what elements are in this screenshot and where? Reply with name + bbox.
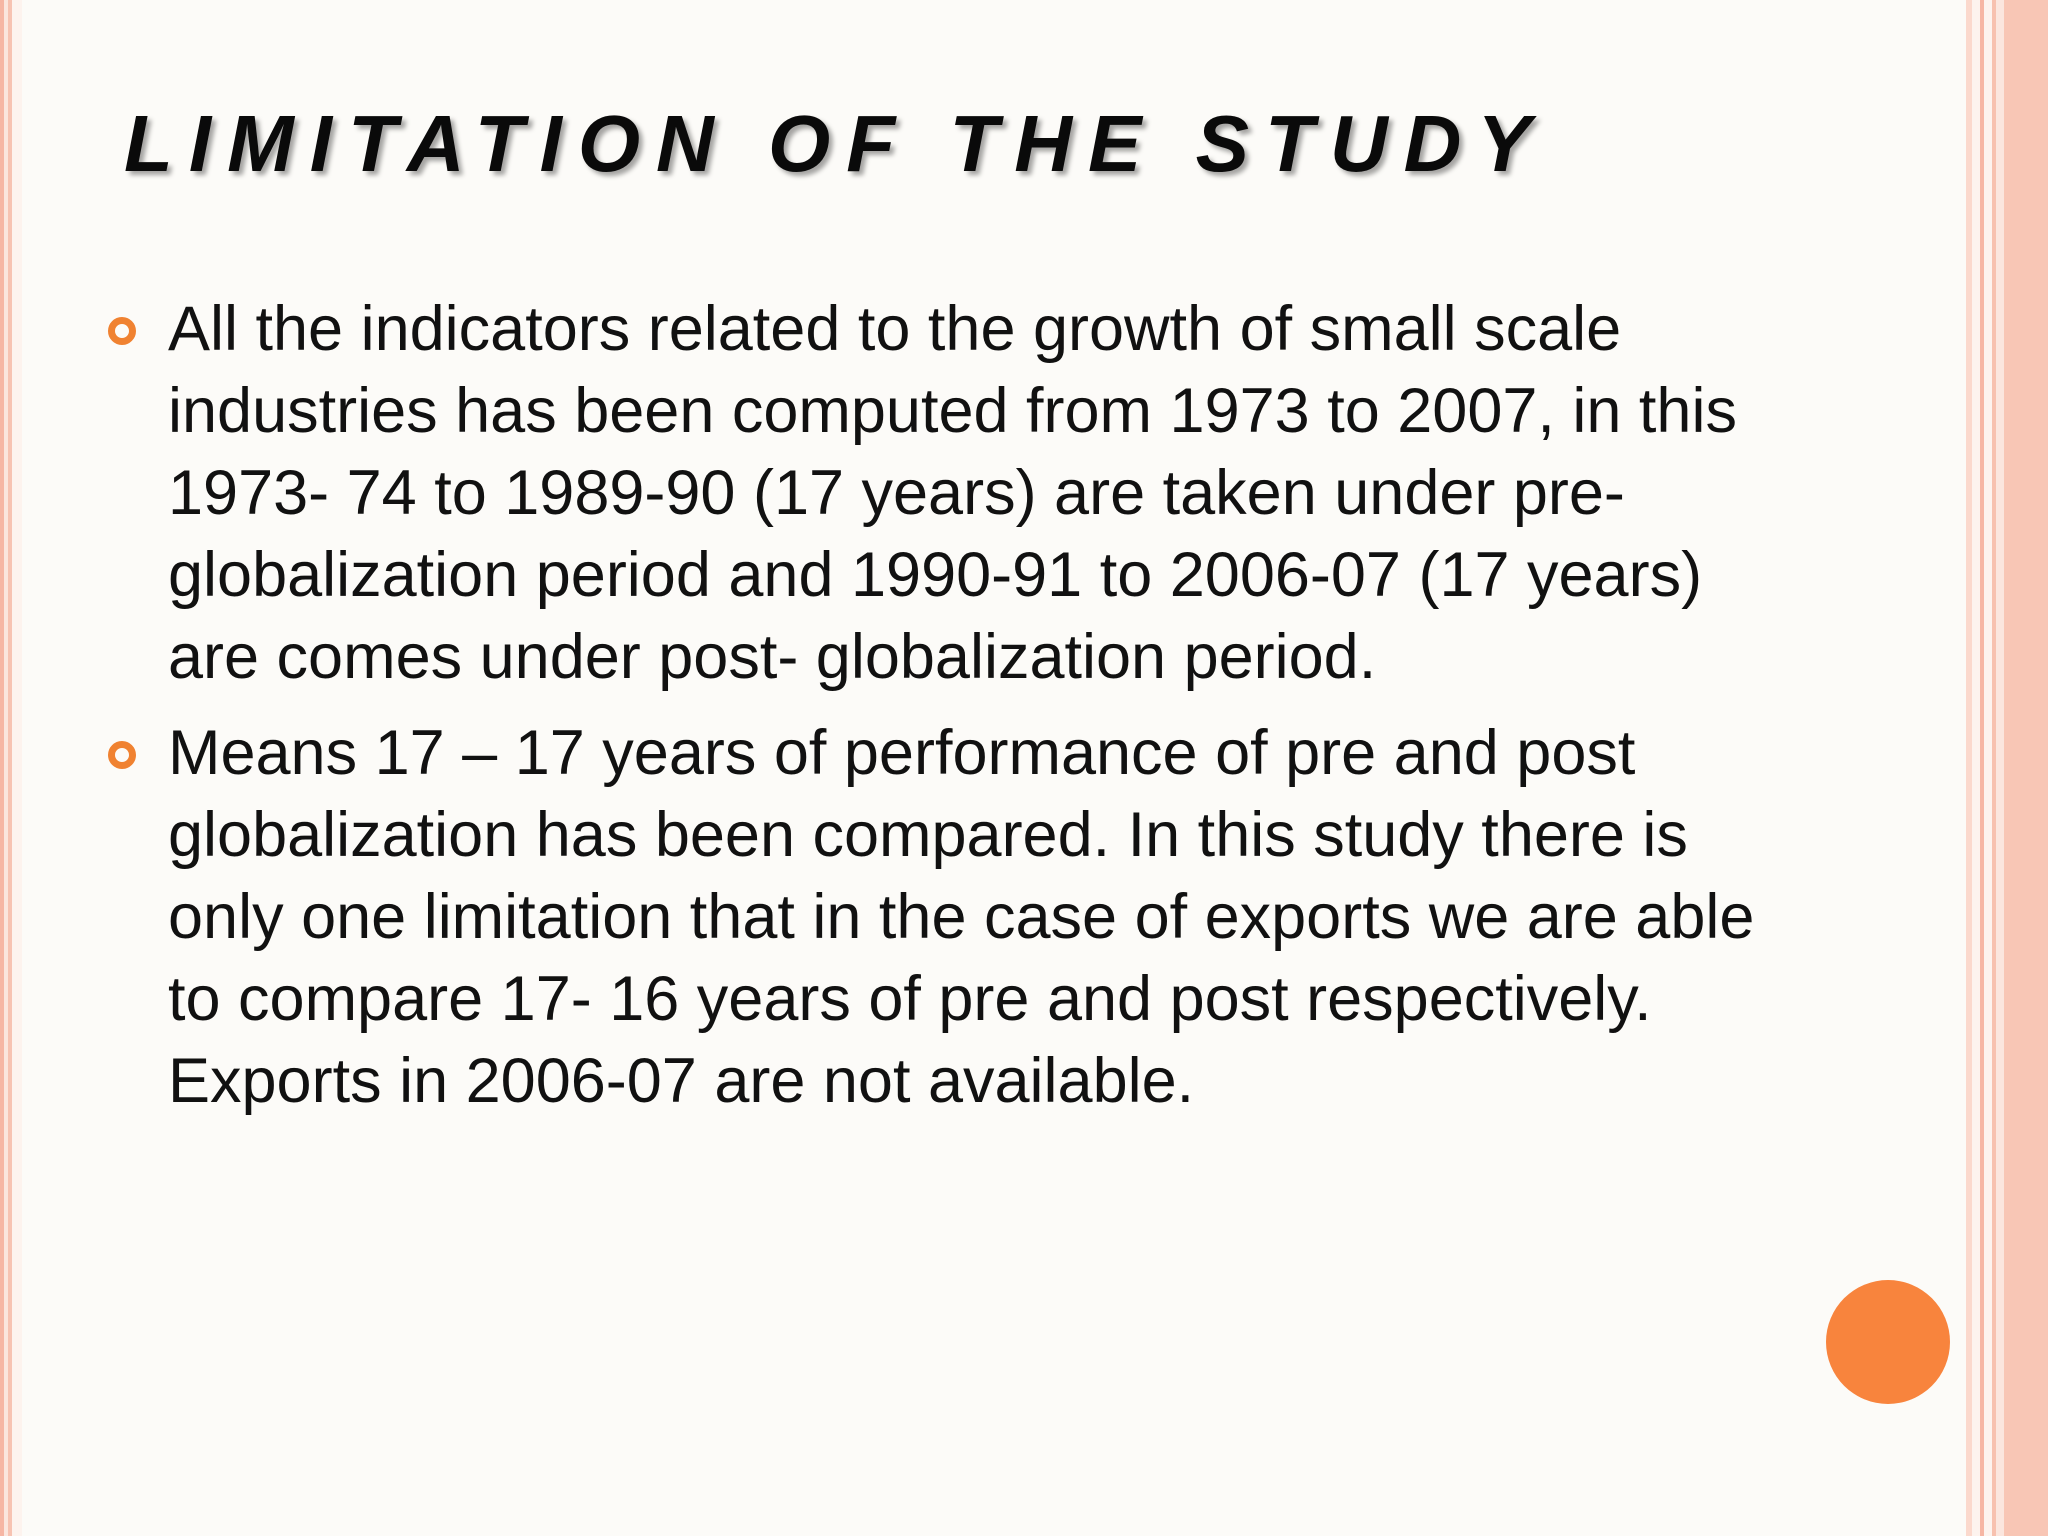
slide-title: LIMITATION OF THE STUDY: [124, 99, 1547, 188]
ring-bullet-icon: [108, 317, 136, 345]
right-decorative-border: [1966, 0, 2048, 1536]
bullet-item: All the indicators related to the growth…: [104, 288, 1904, 698]
bullet-text-line: All the indicators related to the growth…: [168, 294, 1622, 364]
bullet-text-line: Exports in 2006-07 are not available.: [168, 1046, 1195, 1116]
bullet-text-line: Means 17 – 17 years of performance of pr…: [168, 718, 1636, 788]
bullet-list: All the indicators related to the growth…: [104, 288, 1904, 1136]
bullet-text-line: only one limitation that in the case of …: [168, 882, 1755, 952]
bullet-text-line: globalization period and 1990-91 to 2006…: [168, 540, 1703, 610]
bullet-item: Means 17 – 17 years of performance of pr…: [104, 712, 1904, 1122]
bullet-text-line: to compare 17- 16 years of pre and post …: [168, 964, 1652, 1034]
left-decorative-border: [0, 0, 22, 1536]
bullet-text-line: 1973- 74 to 1989-90 (17 years) are taken…: [168, 458, 1625, 528]
bullet-text-line: industries has been computed from 1973 t…: [168, 376, 1737, 446]
ring-bullet-icon: [108, 741, 136, 769]
bullet-text-line: are comes under post- globalization peri…: [168, 622, 1377, 692]
bullet-text-line: globalization has been compared. In this…: [168, 800, 1688, 870]
decorative-orange-circle: [1826, 1280, 1950, 1404]
